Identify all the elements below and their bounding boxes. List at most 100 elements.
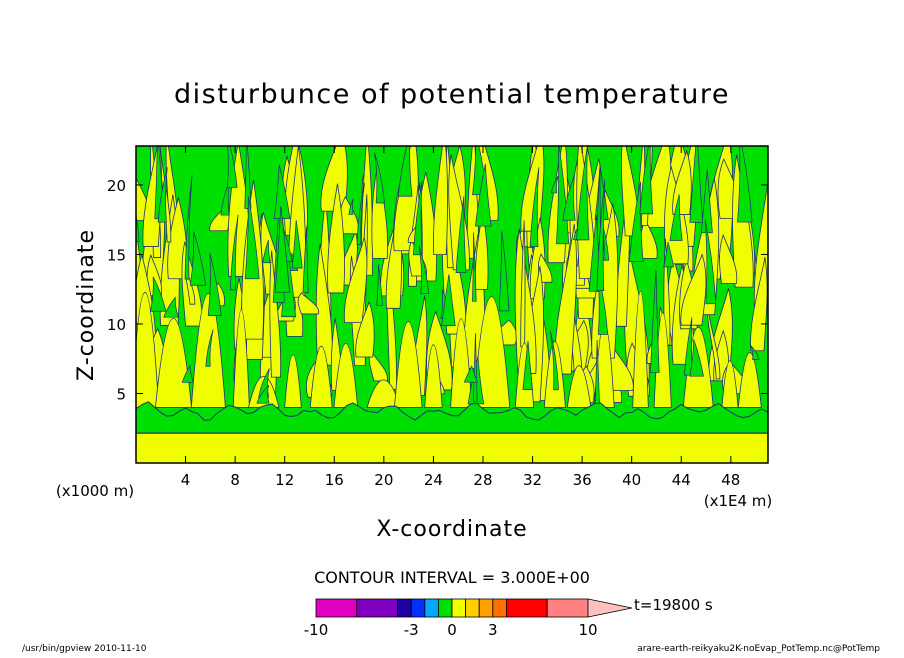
- positive-dome: [632, 290, 649, 408]
- negative-streak: [274, 206, 290, 293]
- positive-dome: [232, 309, 250, 408]
- negative-streak: [256, 385, 270, 404]
- positive-plume: [719, 233, 738, 284]
- negative-streak: [596, 180, 606, 291]
- negative-streak: [356, 182, 365, 245]
- negative-streak: [189, 231, 207, 286]
- negative-streak: [628, 181, 644, 263]
- negative-streak: [412, 180, 423, 256]
- negative-streak: [184, 174, 193, 280]
- negative-streak: [639, 146, 654, 215]
- colorbar-swatch: [315, 598, 358, 618]
- positive-dome: [333, 342, 359, 408]
- positive-dome: [737, 352, 762, 408]
- negative-streak: [374, 152, 385, 204]
- colorbar-swatch: [356, 598, 398, 618]
- negative-streak: [700, 168, 713, 234]
- colorbar-swatch: [451, 598, 467, 618]
- negative-streak: [669, 194, 683, 241]
- positive-dome: [450, 318, 473, 408]
- y-tick-label: 10: [107, 316, 126, 334]
- colorbar-swatch: [546, 598, 589, 618]
- negative-streak: [463, 365, 479, 383]
- negative-streak: [149, 276, 167, 312]
- negative-streak: [689, 339, 704, 377]
- negative-streak: [376, 264, 383, 306]
- negative-streak: [472, 232, 477, 302]
- negative-streak: [650, 270, 660, 373]
- colorbar-swatch: [478, 598, 494, 618]
- positive-dome: [394, 321, 423, 408]
- footer-right: arare-earth-reikyaku2K-noEvap_PotTemp.nc…: [637, 644, 880, 654]
- positive-plume: [315, 243, 333, 366]
- colorbar-swatch: [492, 598, 507, 618]
- positive-plume: [327, 183, 345, 294]
- x-tick-label: 44: [672, 471, 691, 489]
- negative-streak: [550, 331, 559, 391]
- x-tick-label: 36: [573, 471, 592, 489]
- colorbar-tick-label: 10: [578, 621, 597, 639]
- contour-field: [136, 146, 768, 463]
- positive-plume: [297, 292, 320, 315]
- negative-streak: [207, 253, 222, 316]
- x-tick-label: 32: [523, 471, 542, 489]
- positive-plume: [672, 149, 692, 215]
- chart-title: disturbunce of potential temperature: [174, 79, 730, 110]
- colorbar-swatch: [410, 598, 426, 618]
- negative-streak: [689, 146, 704, 223]
- colorbar-tick-label: -10: [304, 621, 329, 639]
- positive-plume: [320, 146, 348, 212]
- negative-streak: [244, 196, 260, 280]
- y-tick-label: 20: [107, 177, 126, 195]
- x-axis-unit: (x1E4 m): [704, 492, 773, 510]
- y-tick-label: 15: [107, 246, 126, 264]
- x-tick-label: 20: [374, 471, 393, 489]
- negative-streak: [498, 231, 510, 312]
- x-tick-label: 16: [325, 471, 344, 489]
- negative-streak: [562, 174, 576, 221]
- y-axis-ticks: 5 10 15 20: [107, 177, 768, 403]
- negative-streak: [550, 175, 559, 194]
- colorbar-swatch: [437, 598, 453, 618]
- negative-streak: [749, 344, 760, 360]
- negative-streak: [302, 226, 309, 294]
- x-tick-label: 28: [473, 471, 492, 489]
- positive-dome: [424, 344, 443, 408]
- negative-streak: [262, 239, 271, 264]
- negative-streak: [163, 296, 180, 318]
- negative-streak: [737, 146, 753, 223]
- negative-streak: [474, 163, 492, 227]
- negative-streak: [397, 146, 413, 197]
- negative-streak: [418, 245, 429, 294]
- x-tick-label: 12: [275, 471, 294, 489]
- colorbar-tick-label: -3: [404, 621, 419, 639]
- plot-frame: [135, 145, 769, 464]
- colorbar-overflow-arrow: [587, 598, 633, 618]
- colorbar: [315, 598, 633, 618]
- negative-streak: [181, 364, 194, 383]
- x-tick-label: 8: [230, 471, 240, 489]
- surface-band: [136, 433, 768, 463]
- positive-dome: [566, 365, 592, 408]
- positive-plume: [433, 146, 449, 256]
- negative-streak: [229, 214, 239, 291]
- positive-dome: [154, 317, 192, 408]
- negative-streak: [226, 146, 238, 188]
- y-axis-label: Z-coordinate: [74, 229, 99, 381]
- negative-streak: [244, 146, 252, 209]
- footer-left: /usr/bin/gpview 2010-11-10: [22, 644, 147, 654]
- x-axis-ticks: 4 8 12 16 20 24 28 32 36 40 44 48: [181, 146, 740, 489]
- negative-streak: [455, 196, 467, 273]
- x-tick-label: 24: [424, 471, 443, 489]
- negative-streak: [291, 220, 303, 269]
- surface-inner-band: [136, 440, 768, 449]
- negative-streak: [594, 339, 600, 405]
- negative-streak: [348, 198, 354, 215]
- colorbar-tick-label: 3: [488, 621, 498, 639]
- y-tick-label: 5: [116, 385, 126, 403]
- positive-plume: [554, 223, 577, 375]
- negative-streak: [663, 241, 675, 268]
- x-axis-label: X-coordinate: [376, 517, 527, 542]
- colorbar-tick-label: 0: [447, 621, 457, 639]
